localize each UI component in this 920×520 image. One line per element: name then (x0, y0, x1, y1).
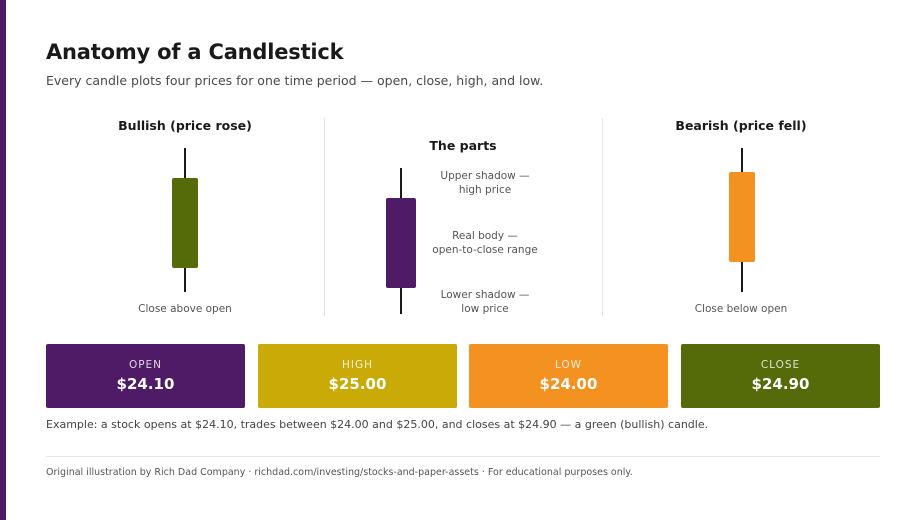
price-card-low: LOW $24.00 (469, 344, 668, 408)
price-label-open: OPEN (128, 359, 163, 371)
price-value-low: $24.00 (539, 375, 598, 393)
lower-shadow-label: Lower shadow — low price (415, 288, 555, 316)
real-body-label: Real body — open-to-close range (415, 229, 555, 257)
example-note: Example: a stock opens at $24.10, trades… (46, 418, 709, 431)
bearish-caption: Close below open (694, 303, 788, 315)
footer-credit: Original illustration by Rich Dad Compan… (46, 467, 633, 478)
accent-bar (0, 0, 6, 520)
price-value-close: $24.90 (751, 375, 810, 393)
bearish-candle-body (729, 172, 755, 262)
bearish-heading: Bearish (price fell) (675, 118, 807, 133)
price-value-open: $24.10 (116, 375, 175, 393)
price-label-high: HIGH (341, 359, 374, 371)
panel-divider-right (602, 118, 603, 316)
bullish-heading: Bullish (price rose) (118, 118, 252, 133)
parts-candle-body (386, 198, 416, 288)
price-value-high: $25.00 (328, 375, 387, 393)
lower-shadow-line1: Lower shadow — (440, 289, 530, 301)
page-subtitle: Every candle plots four prices for one t… (46, 73, 544, 88)
price-card-high: HIGH $25.00 (258, 344, 457, 408)
bullish-candle-body (172, 178, 198, 268)
bullish-caption: Close above open (138, 303, 232, 315)
price-card-close: CLOSE $24.90 (681, 344, 880, 408)
parts-heading: The parts (429, 138, 497, 153)
price-label-close: CLOSE (760, 359, 801, 371)
upper-shadow-label: Upper shadow — high price (415, 169, 555, 197)
footer-divider (46, 456, 880, 457)
lower-shadow-line2: low price (461, 303, 509, 315)
upper-shadow-line2: high price (458, 184, 512, 196)
real-body-line1: Real body — (452, 230, 518, 242)
page-title: Anatomy of a Candlestick (46, 40, 344, 64)
price-card-open: OPEN $24.10 (46, 344, 245, 408)
real-body-line2: open-to-close range (432, 244, 538, 256)
panel-divider-left (324, 118, 325, 316)
price-label-low: LOW (554, 359, 583, 371)
upper-shadow-line1: Upper shadow — (440, 170, 530, 182)
